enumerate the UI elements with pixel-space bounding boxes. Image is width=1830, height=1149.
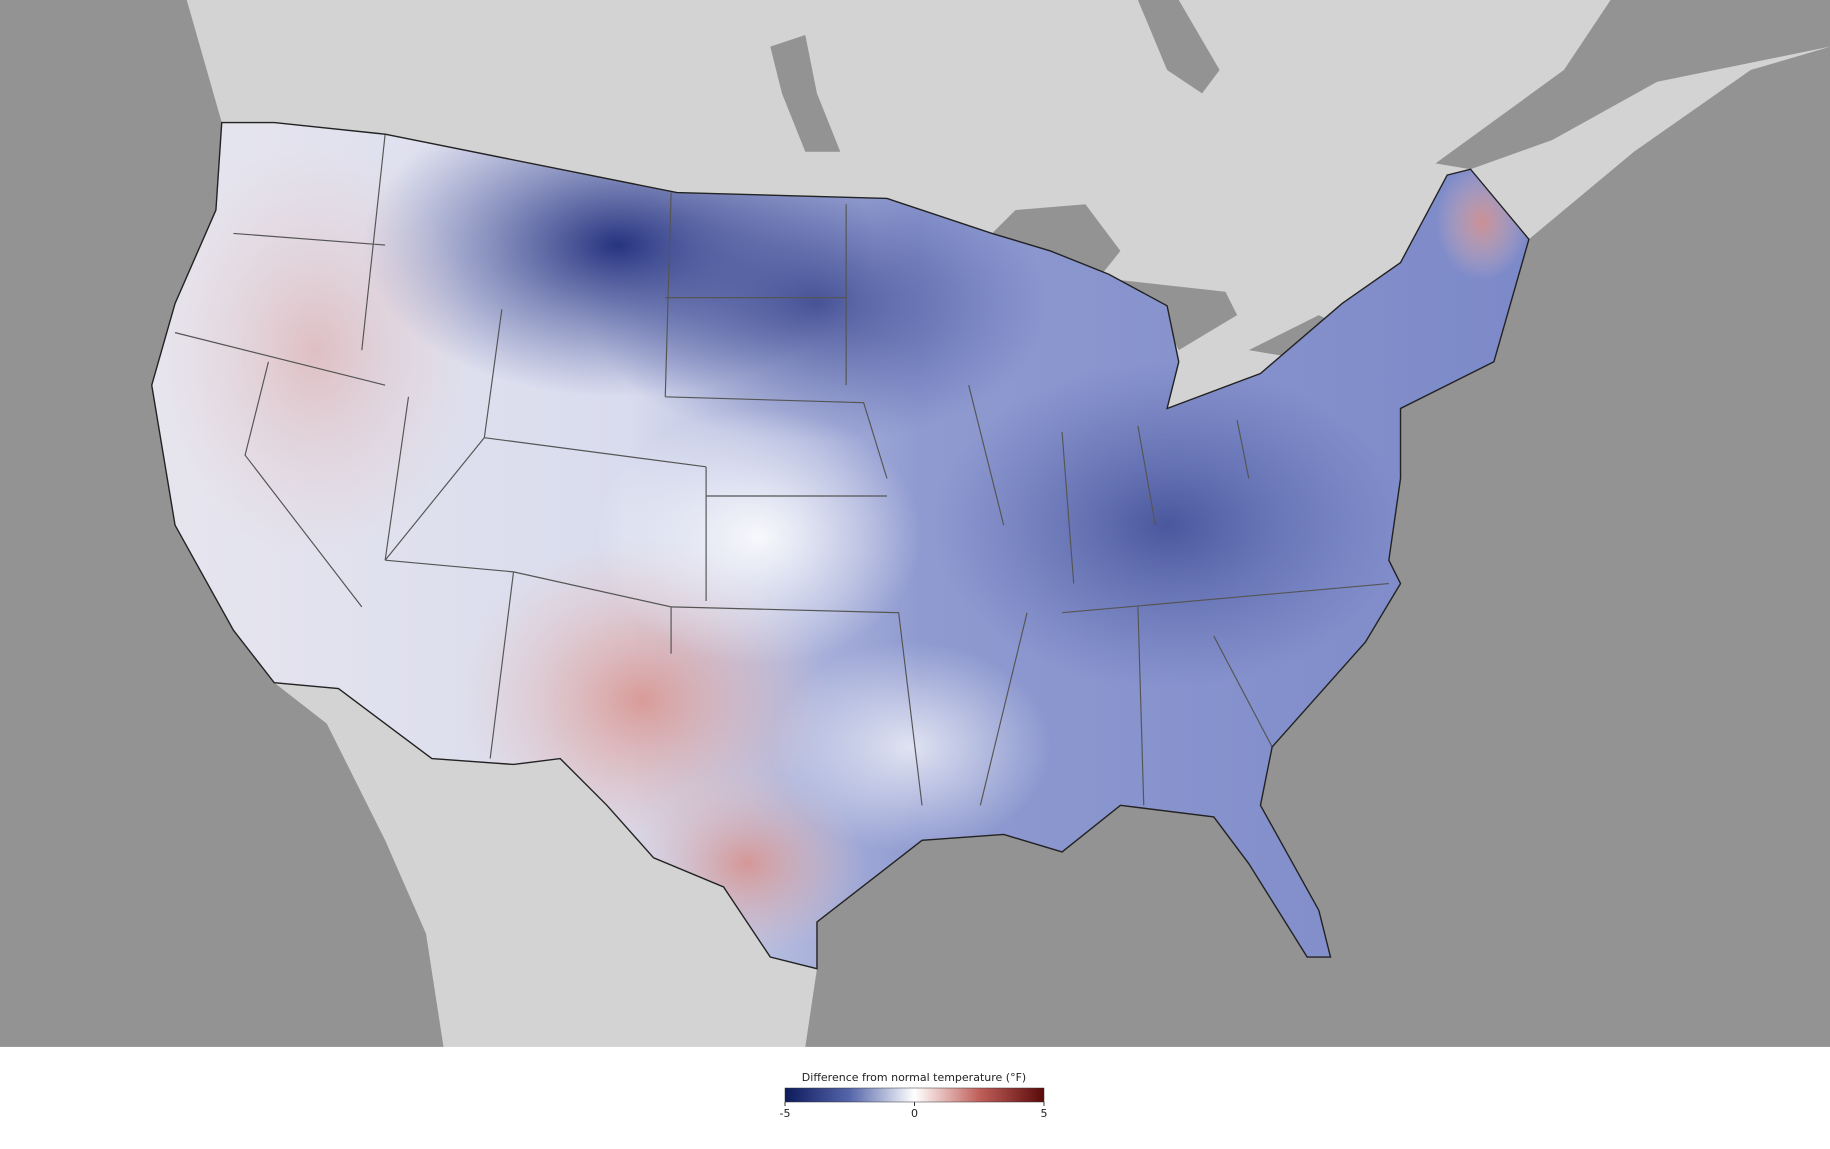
warm-anomaly	[151, 140, 479, 561]
cold-anomaly	[583, 163, 1051, 444]
lake-winnipeg	[770, 35, 841, 152]
map	[0, 0, 1830, 1047]
gulf-st-lawrence	[1435, 0, 1830, 170]
neutral-anomaly	[770, 641, 1051, 852]
us-outline	[151, 121, 1530, 970]
colorbar-tick-label: -5	[780, 1107, 791, 1120]
legend-title: Difference from normal temperature (°F)	[802, 1071, 1026, 1084]
colorbar	[784, 1087, 1045, 1103]
pacific-ocean	[0, 0, 444, 1047]
cold-anomaly	[933, 361, 1401, 689]
colorbar-tick-label: 0	[911, 1107, 918, 1120]
atlantic-ocean	[805, 46, 1830, 1047]
hudson-bay	[1137, 0, 1220, 94]
neutral-anomaly	[595, 408, 923, 666]
state-borders	[174, 134, 1389, 806]
colorbar-tick-label: 5	[1041, 1107, 1048, 1120]
